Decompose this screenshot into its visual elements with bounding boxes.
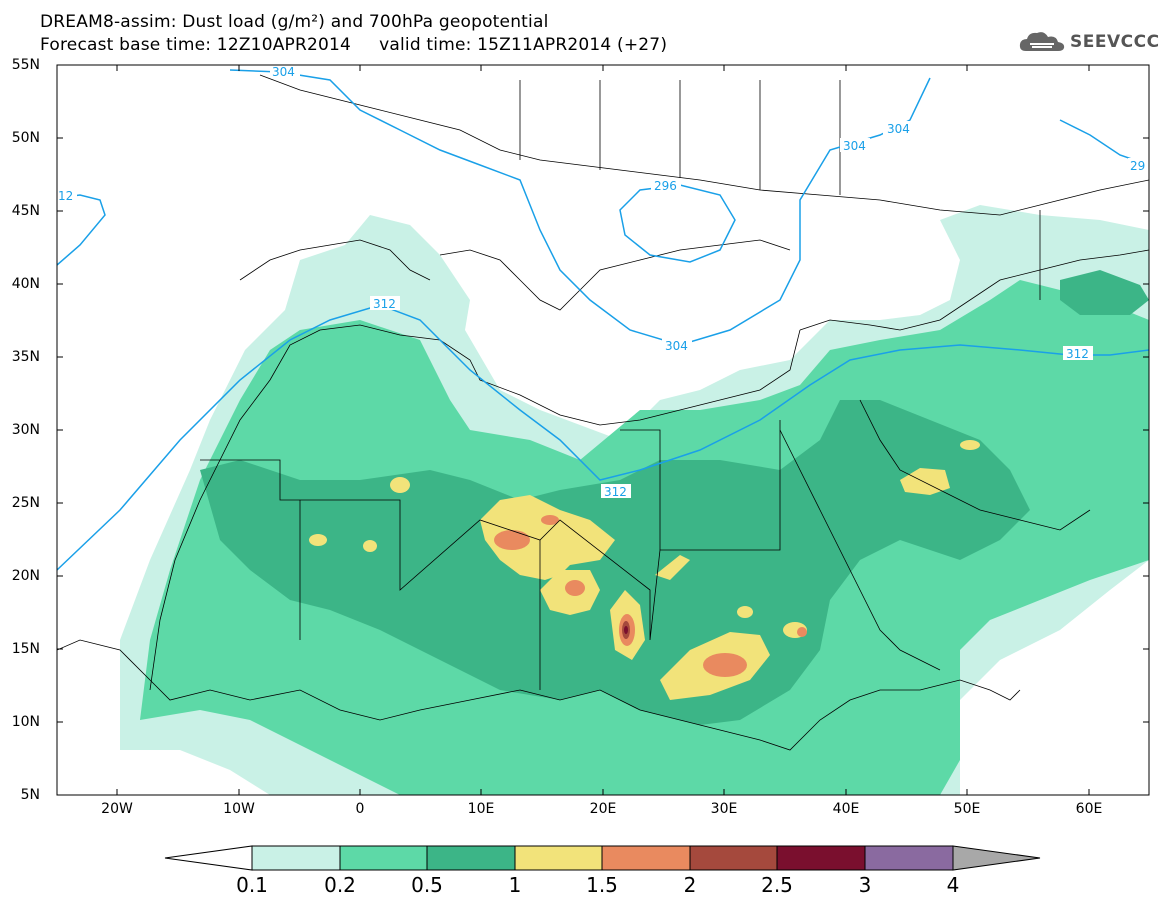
lat-label: 45N xyxy=(11,203,40,219)
colorbar-low-arrow xyxy=(164,845,253,871)
colorbar-label: 4 xyxy=(946,873,960,897)
forecast-times: Forecast base time: 12Z10APR2014 valid t… xyxy=(40,35,668,55)
contour-labels: 304 304 304 304 29 296 12 312 312 312 xyxy=(57,64,1149,499)
cloud-icon xyxy=(1019,32,1065,51)
dust-orange-spot xyxy=(494,530,530,550)
dust-yellow-spot xyxy=(737,606,753,618)
dust-orange-spot xyxy=(797,627,807,637)
dust-darkred-spot xyxy=(624,626,628,634)
colorbar-swatch xyxy=(689,845,778,871)
contour-label: 296 xyxy=(654,179,677,193)
lon-label: 10W xyxy=(223,801,255,817)
contour-label: 304 xyxy=(665,339,688,353)
colorbar-label: 3 xyxy=(858,873,872,897)
colorbar-label: 1 xyxy=(508,873,522,897)
contour-label: 29 xyxy=(1130,159,1145,173)
dust-yellow-spot xyxy=(390,477,410,493)
map-title: DREAM8-assim: Dust load (g/m²) and 700hP… xyxy=(40,12,549,32)
dust-yellow-spot xyxy=(363,540,377,552)
dust-field xyxy=(120,205,1149,795)
colorbar-swatch xyxy=(339,845,428,871)
lat-label: 5N xyxy=(20,787,40,803)
lon-label: 20W xyxy=(101,801,133,817)
contour-label: 304 xyxy=(887,122,910,136)
lon-label: 50E xyxy=(953,801,981,817)
dust-yellow-region-6 xyxy=(655,555,690,580)
lon-label: 0 xyxy=(355,801,365,817)
contour-label: 312 xyxy=(373,297,396,311)
colorbar-swatch xyxy=(601,845,691,871)
contour-label: 12 xyxy=(58,189,73,203)
lon-label: 30E xyxy=(710,801,738,817)
colorbar-high-arrow xyxy=(952,845,1041,871)
contour-label: 312 xyxy=(1066,347,1089,361)
colorbar-label: 0.5 xyxy=(411,873,443,897)
dust-orange-spot xyxy=(541,515,559,525)
lat-label: 10N xyxy=(11,714,40,730)
lat-label: 50N xyxy=(11,130,40,146)
lat-label: 25N xyxy=(11,495,40,511)
lon-label: 10E xyxy=(467,801,495,817)
colorbar-label: 1.5 xyxy=(586,873,618,897)
dust-yellow-region-5 xyxy=(900,468,950,495)
dust-orange-spot xyxy=(565,580,585,596)
colorbar-label: 0.2 xyxy=(324,873,356,897)
lon-label: 40E xyxy=(832,801,860,817)
seevccc-logo: SEEVCCC xyxy=(1018,28,1160,56)
dust-yellow-region xyxy=(480,495,615,580)
lat-label: 15N xyxy=(11,641,40,657)
coastlines-borders xyxy=(57,74,1149,751)
geopotential-contours xyxy=(57,69,1149,571)
colorbar-swatch xyxy=(251,845,341,871)
colorbar-swatch xyxy=(514,845,603,871)
dust-yellow-spot xyxy=(960,440,980,450)
colorbar-swatch xyxy=(864,845,954,871)
colorbar-swatch xyxy=(776,845,866,871)
lat-label: 30N xyxy=(11,422,40,438)
colorbar-label: 0.1 xyxy=(236,873,268,897)
lat-label: 35N xyxy=(11,349,40,365)
dust-yellow-spot xyxy=(309,534,327,546)
logo-text: SEEVCCC xyxy=(1070,32,1160,52)
contour-label: 304 xyxy=(272,65,295,79)
contour-label: 304 xyxy=(843,139,866,153)
lon-label: 20E xyxy=(589,801,617,817)
dust-dark-region-ne xyxy=(1060,270,1149,315)
colorbar-label: 2.5 xyxy=(761,873,793,897)
dust-orange-spot xyxy=(703,653,747,677)
contour-label: 312 xyxy=(604,485,627,499)
lat-label: 40N xyxy=(11,276,40,292)
lat-label: 55N xyxy=(11,57,40,73)
lat-label: 20N xyxy=(11,568,40,584)
colorbar-swatch xyxy=(426,845,516,871)
axis-ticks xyxy=(57,64,1149,795)
lon-label: 60E xyxy=(1075,801,1103,817)
colorbar-label: 2 xyxy=(683,873,697,897)
colorbar xyxy=(164,845,1041,871)
